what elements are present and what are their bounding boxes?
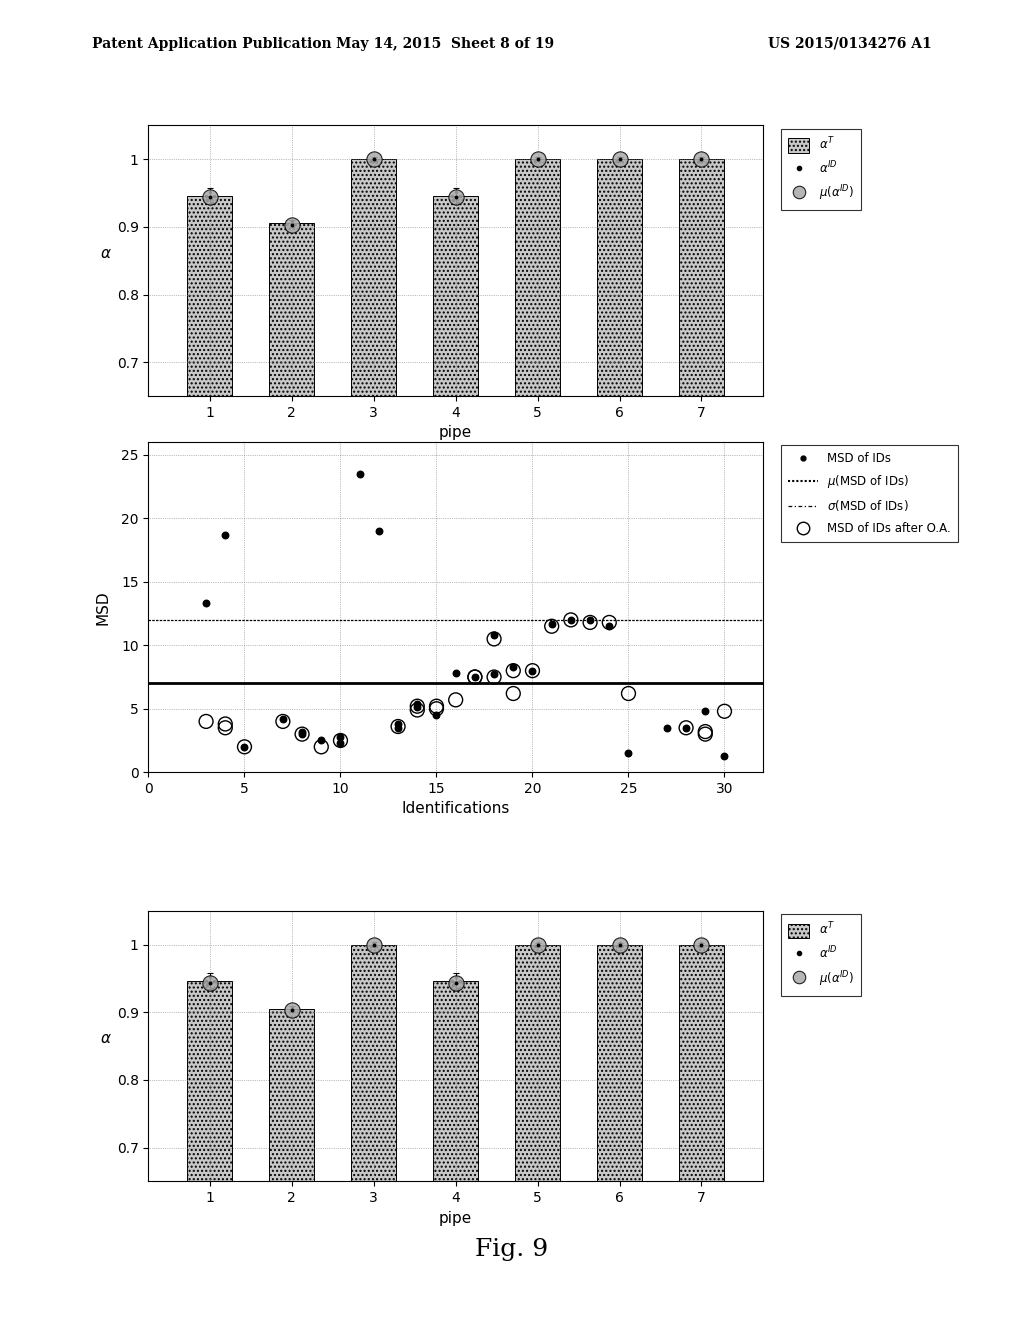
Legend: $\alpha^T$, $\alpha^{ID}$, $\mu(\alpha^{ID})$: $\alpha^T$, $\alpha^{ID}$, $\mu(\alpha^{…	[781, 128, 861, 210]
Point	[505, 660, 521, 681]
Bar	[515, 945, 560, 1181]
Point	[217, 717, 233, 738]
Point	[621, 682, 637, 704]
X-axis label: Identifications: Identifications	[401, 801, 510, 817]
Point	[371, 520, 387, 541]
Point	[428, 696, 444, 717]
Point	[237, 737, 253, 758]
Point	[390, 717, 407, 738]
Bar	[187, 195, 232, 396]
Point	[658, 717, 675, 738]
Bar	[269, 1008, 314, 1181]
Point	[409, 697, 426, 718]
Point	[217, 713, 233, 734]
Y-axis label: $\alpha$: $\alpha$	[99, 1031, 112, 1045]
Point	[563, 610, 580, 631]
Point	[485, 664, 502, 685]
Point	[351, 463, 368, 484]
Bar	[351, 945, 396, 1181]
Point	[697, 723, 714, 744]
Point	[544, 612, 560, 635]
Point	[409, 696, 426, 717]
Point	[198, 711, 214, 733]
Y-axis label: MSD: MSD	[95, 590, 110, 624]
Bar	[433, 195, 478, 396]
Point	[524, 660, 541, 681]
Point	[428, 705, 444, 726]
Point	[485, 624, 502, 645]
Text: Fig. 9: Fig. 9	[475, 1238, 549, 1261]
Point	[601, 612, 617, 634]
Point	[563, 610, 580, 631]
Point	[717, 701, 733, 722]
Point	[274, 711, 291, 733]
Point	[485, 667, 502, 688]
Text: Patent Application Publication: Patent Application Publication	[92, 37, 332, 51]
Point	[237, 737, 253, 758]
Bar	[433, 981, 478, 1181]
Bar	[679, 160, 724, 396]
Point	[717, 744, 733, 766]
Point	[601, 615, 617, 636]
Point	[485, 628, 502, 649]
Point	[294, 723, 310, 744]
Legend: MSD of IDs, $\mu$(MSD of IDs), $\sigma$(MSD of IDs), MSD of IDs after O.A.: MSD of IDs, $\mu$(MSD of IDs), $\sigma$(…	[781, 445, 957, 541]
Point	[332, 730, 348, 751]
Point	[467, 667, 483, 688]
Point	[621, 743, 637, 764]
Point	[390, 715, 407, 737]
Bar	[679, 945, 724, 1181]
Point	[332, 733, 348, 754]
Bar	[597, 945, 642, 1181]
Bar	[351, 160, 396, 396]
Point	[447, 689, 464, 710]
Point	[582, 612, 598, 634]
Bar	[269, 223, 314, 396]
Point	[409, 693, 426, 714]
Point	[313, 730, 330, 751]
Point	[198, 593, 214, 614]
Text: May 14, 2015  Sheet 8 of 19: May 14, 2015 Sheet 8 of 19	[336, 37, 555, 51]
Bar	[597, 160, 642, 396]
X-axis label: pipe: pipe	[439, 1210, 472, 1226]
Point	[409, 700, 426, 721]
Point	[313, 737, 330, 758]
Point	[582, 610, 598, 631]
Point	[697, 701, 714, 722]
X-axis label: pipe: pipe	[439, 425, 472, 441]
Bar	[187, 981, 232, 1181]
Point	[217, 524, 233, 545]
Text: US 2015/0134276 A1: US 2015/0134276 A1	[768, 37, 932, 51]
Point	[294, 721, 310, 742]
Point	[447, 663, 464, 684]
Bar	[515, 160, 560, 396]
Point	[467, 667, 483, 688]
Point	[505, 656, 521, 677]
Point	[467, 667, 483, 688]
Point	[697, 721, 714, 742]
Point	[678, 717, 694, 738]
Y-axis label: $\alpha$: $\alpha$	[99, 246, 112, 261]
Point	[390, 713, 407, 734]
Point	[428, 698, 444, 719]
Point	[332, 726, 348, 747]
Legend: $\alpha^T$, $\alpha^{ID}$, $\mu(\alpha^{ID})$: $\alpha^T$, $\alpha^{ID}$, $\mu(\alpha^{…	[781, 913, 861, 995]
Point	[294, 723, 310, 744]
Point	[524, 660, 541, 681]
Point	[544, 615, 560, 636]
Point	[274, 709, 291, 730]
Point	[505, 682, 521, 704]
Point	[678, 717, 694, 738]
